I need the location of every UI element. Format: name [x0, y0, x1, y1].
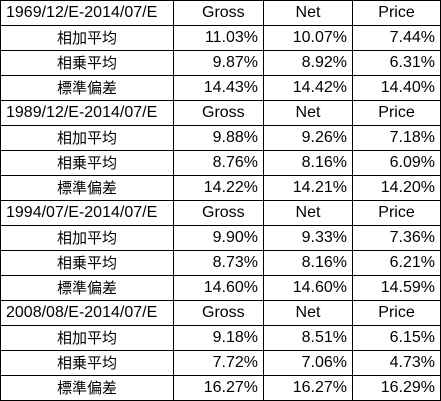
row-label: 相加平均 [0, 25, 174, 51]
column-header-price: Price [352, 200, 441, 226]
row-label: 相加平均 [0, 325, 174, 351]
net-value: 8.92% [263, 50, 353, 76]
gross-value: 9.87% [173, 50, 264, 76]
price-value: 6.31% [352, 50, 441, 76]
gross-value: 14.43% [173, 75, 264, 101]
column-header-gross: Gross [173, 100, 264, 126]
column-header-net: Net [263, 300, 353, 326]
row-label: 相乗平均 [0, 150, 174, 176]
row-label: 標準偏差 [0, 175, 174, 201]
row-label: 相乗平均 [0, 50, 174, 76]
column-header-price: Price [352, 0, 441, 26]
net-value: 8.16% [263, 150, 353, 176]
price-value: 14.20% [352, 175, 441, 201]
column-header-price: Price [352, 300, 441, 326]
table-row: 相加平均 9.88% 9.26% 7.18% [0, 125, 441, 151]
section-header-row: 1994/07/E-2014/07/E Gross Net Price [0, 200, 441, 226]
gross-value: 8.76% [173, 150, 264, 176]
price-value: 14.40% [352, 75, 441, 101]
table-row: 標準偏差 14.43% 14.42% 14.40% [0, 75, 441, 101]
row-label: 標準偏差 [0, 275, 174, 301]
price-value: 7.18% [352, 125, 441, 151]
column-header-net: Net [263, 100, 353, 126]
price-value: 7.36% [352, 225, 441, 251]
price-value: 6.15% [352, 325, 441, 351]
gross-value: 11.03% [173, 25, 264, 51]
price-value: 7.44% [352, 25, 441, 51]
period-label: 1969/12/E-2014/07/E [0, 0, 174, 26]
gross-value: 7.72% [173, 350, 264, 376]
row-label: 標準偏差 [0, 75, 174, 101]
gross-value: 9.88% [173, 125, 264, 151]
net-value: 14.60% [263, 275, 353, 301]
row-label: 標準偏差 [0, 375, 174, 401]
row-label: 相乗平均 [0, 350, 174, 376]
table-row: 相乗平均 9.87% 8.92% 6.31% [0, 50, 441, 76]
net-value: 8.16% [263, 250, 353, 276]
gross-value: 14.60% [173, 275, 264, 301]
price-value: 6.09% [352, 150, 441, 176]
net-value: 10.07% [263, 25, 353, 51]
column-header-gross: Gross [173, 300, 264, 326]
table-row: 相加平均 11.03% 10.07% 7.44% [0, 25, 441, 51]
table-row: 相加平均 9.90% 9.33% 7.36% [0, 225, 441, 251]
section-header-row: 1969/12/E-2014/07/E Gross Net Price [0, 0, 441, 26]
net-value: 7.06% [263, 350, 353, 376]
table-row: 相乗平均 8.76% 8.16% 6.09% [0, 150, 441, 176]
row-label: 相乗平均 [0, 250, 174, 276]
period-label: 1989/12/E-2014/07/E [0, 100, 174, 126]
column-header-price: Price [352, 100, 441, 126]
column-header-gross: Gross [173, 200, 264, 226]
gross-value: 8.73% [173, 250, 264, 276]
price-value: 4.73% [352, 350, 441, 376]
section-header-row: 1989/12/E-2014/07/E Gross Net Price [0, 100, 441, 126]
section-header-row: 2008/08/E-2014/07/E Gross Net Price [0, 300, 441, 326]
table-row: 標準偏差 14.60% 14.60% 14.59% [0, 275, 441, 301]
price-value: 6.21% [352, 250, 441, 276]
gross-value: 14.22% [173, 175, 264, 201]
period-label: 2008/08/E-2014/07/E [0, 300, 174, 326]
net-value: 8.51% [263, 325, 353, 351]
row-label: 相加平均 [0, 225, 174, 251]
net-value: 14.42% [263, 75, 353, 101]
price-value: 14.59% [352, 275, 441, 301]
gross-value: 9.18% [173, 325, 264, 351]
price-value: 16.29% [352, 375, 441, 401]
column-header-net: Net [263, 0, 353, 26]
table-row: 相加平均 9.18% 8.51% 6.15% [0, 325, 441, 351]
gross-value: 16.27% [173, 375, 264, 401]
table-row: 相乗平均 8.73% 8.16% 6.21% [0, 250, 441, 276]
table-row: 標準偏差 14.22% 14.21% 14.20% [0, 175, 441, 201]
row-label: 相加平均 [0, 125, 174, 151]
table-row: 相乗平均 7.72% 7.06% 4.73% [0, 350, 441, 376]
column-header-net: Net [263, 200, 353, 226]
gross-value: 9.90% [173, 225, 264, 251]
net-value: 16.27% [263, 375, 353, 401]
net-value: 9.26% [263, 125, 353, 151]
table-row: 標準偏差 16.27% 16.27% 16.29% [0, 375, 441, 401]
column-header-gross: Gross [173, 0, 264, 26]
period-label: 1994/07/E-2014/07/E [0, 200, 174, 226]
net-value: 9.33% [263, 225, 353, 251]
net-value: 14.21% [263, 175, 353, 201]
